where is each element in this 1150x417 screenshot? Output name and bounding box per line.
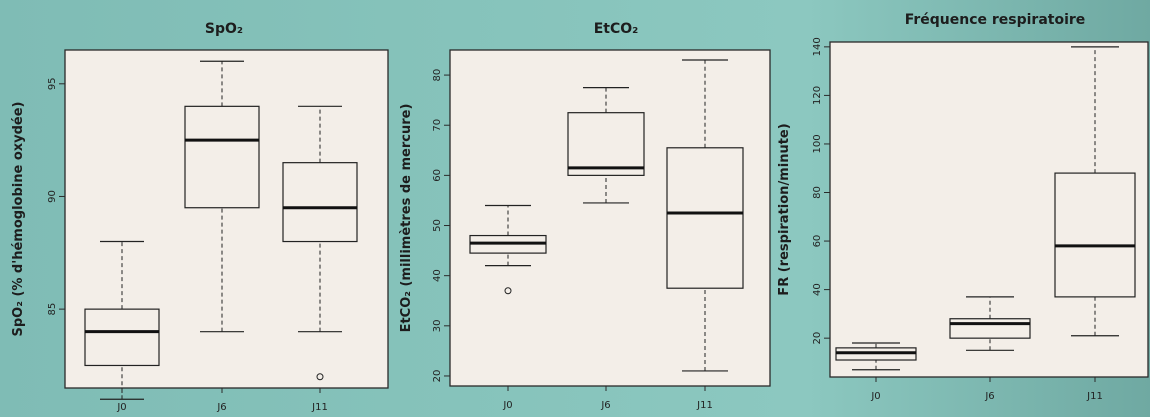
y-tick-label: 85: [47, 303, 58, 316]
iqr-box: [1054, 172, 1136, 298]
box-J6: [184, 60, 260, 333]
box-J0: [84, 240, 160, 400]
iqr-box: [184, 105, 260, 209]
y-tick-label: 95: [47, 77, 58, 90]
chart-title: SpO₂: [205, 21, 243, 37]
y-tick-label: 120: [812, 86, 823, 105]
y-tick-label: 60: [432, 169, 443, 182]
chart-panel-1: SpO₂ SpO₂ (% d'hémoglobine oxydée) 85 90 95 J…: [11, 21, 389, 413]
y-axis-label: FR (respiration/minute): [777, 123, 792, 295]
x-tick-label: J6: [216, 402, 226, 413]
y-tick-label: 20: [432, 370, 443, 383]
iqr-box: [666, 147, 744, 289]
plot-area: [449, 49, 771, 387]
y-axis-label: SpO₂ (% d'hémoglobine oxydée): [11, 102, 26, 337]
y-tick-label: 140: [812, 37, 823, 56]
iqr-box: [84, 308, 160, 367]
x-tick-label: J0: [870, 391, 880, 402]
x-tick-label: J6: [600, 400, 610, 411]
y-tick-label: 20: [812, 332, 823, 345]
y-tick-label: 60: [812, 235, 823, 248]
box-J11: [282, 105, 358, 381]
x-tick-label: J0: [116, 402, 126, 413]
y-tick-label: 70: [432, 119, 443, 132]
chart-panel-3: Fréquence respiratoire FR (respiration/mi…: [777, 12, 1149, 402]
y-axis-label: EtCO₂ (millimètres de mercure): [399, 104, 414, 333]
iqr-box: [567, 112, 645, 176]
y-tick-label: 80: [432, 69, 443, 82]
y-tick-label: 80: [812, 186, 823, 199]
y-tick-label: 30: [432, 319, 443, 332]
plot-area: [829, 41, 1149, 378]
chart-title: Fréquence respiratoire: [905, 12, 1086, 28]
y-tick-label: 90: [47, 190, 58, 203]
box-J11: [666, 59, 744, 372]
x-tick-label: J11: [1086, 391, 1103, 402]
x-tick-label: J11: [311, 402, 328, 413]
outlier-point: [316, 373, 324, 381]
box-J11: [1054, 46, 1136, 337]
chart-title: EtCO₂: [594, 21, 639, 37]
box-J0: [835, 342, 917, 371]
y-tick-label: 40: [812, 283, 823, 296]
x-tick-label: J0: [502, 400, 512, 411]
box-J6: [567, 87, 645, 204]
y-tick-label: 100: [812, 134, 823, 153]
outlier-point: [504, 287, 512, 295]
y-tick-label: 40: [432, 269, 443, 282]
iqr-box: [949, 318, 1031, 339]
y-tick-label: 50: [432, 219, 443, 232]
x-tick-label: J6: [984, 391, 994, 402]
plot-area: [64, 49, 389, 389]
box-J6: [949, 296, 1031, 351]
iqr-box: [282, 162, 358, 243]
x-tick-label: J11: [696, 400, 713, 411]
chart-panel-2: EtCO₂ EtCO₂ (millimètres de mercure) 20 30 4…: [399, 21, 771, 411]
box-J0: [469, 204, 547, 295]
